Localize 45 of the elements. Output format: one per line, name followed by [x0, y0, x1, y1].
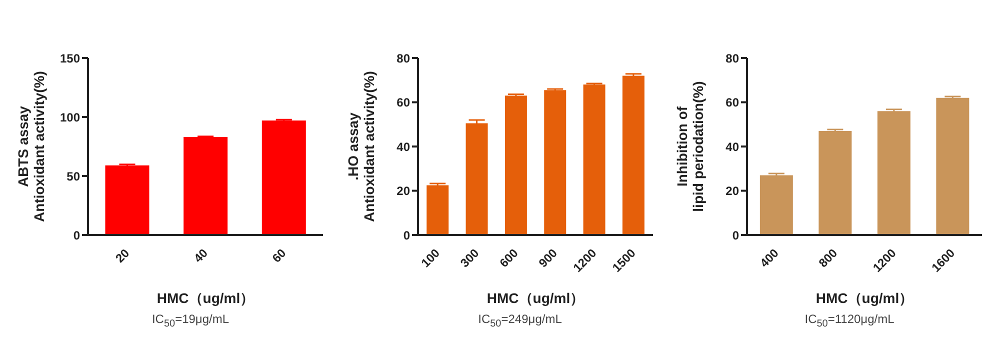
- y-axis-title: Inhibition of lipid periodation(%): [674, 81, 706, 212]
- text: IC$_{50}$=1120μg/mL: [804, 312, 896, 330]
- x-tick-label: 100: [418, 246, 442, 270]
- x-tick-label: 400: [757, 246, 782, 270]
- y-tick-label: 40: [396, 140, 410, 154]
- bar: [760, 175, 793, 235]
- bar: [504, 96, 526, 235]
- y-tick-label: 80: [396, 51, 410, 66]
- x-tick-label: 300: [457, 246, 482, 270]
- bar: [818, 131, 852, 235]
- x-axis-title: HMC（ug/ml）: [816, 290, 914, 306]
- y-tick-label: 40: [726, 140, 740, 154]
- x-tick-label: 20: [112, 246, 132, 266]
- y-tick-label: 0: [402, 228, 410, 242]
- y-tick-label: 150: [60, 51, 80, 66]
- bar: [544, 90, 566, 235]
- x-tick-label: 800: [816, 246, 840, 270]
- bar: [426, 185, 448, 235]
- y-tick-label: 60: [396, 96, 410, 110]
- y-tick-label: 0: [732, 228, 740, 242]
- y-tick-label: 20: [396, 184, 410, 198]
- bar: [582, 84, 605, 235]
- y-tick-label: 80: [726, 51, 740, 66]
- bar: [465, 123, 488, 235]
- bar: [622, 76, 644, 235]
- text: IC$_{50}$=19μg/mL: [150, 312, 230, 330]
- bar: [936, 98, 970, 235]
- text: IC$_{50}$=249μg/mL: [477, 312, 563, 330]
- x-tick-label: 40: [191, 246, 211, 266]
- y-axis-title: .HO assay Antioxidant activity(%): [344, 71, 376, 222]
- y-tick-label: 20: [726, 184, 740, 198]
- x-axis-title: HMC（ug/ml）: [156, 290, 254, 306]
- bar: [262, 120, 306, 235]
- bar: [184, 137, 228, 235]
- x-tick-label: 900: [535, 246, 560, 270]
- y-tick-label: 100: [60, 110, 80, 124]
- y-axis-title: ABTS assay Antioxidant activity(%): [15, 71, 47, 222]
- bar: [105, 165, 150, 235]
- y-tick-label: 0: [73, 228, 80, 242]
- y-tick-label: 60: [726, 96, 740, 110]
- x-axis-title: HMC（ug/ml）: [486, 290, 584, 306]
- y-tick-label: 50: [66, 169, 80, 184]
- bar: [877, 111, 910, 235]
- x-tick-label: 60: [269, 246, 290, 266]
- x-tick-label: 600: [496, 246, 521, 270]
